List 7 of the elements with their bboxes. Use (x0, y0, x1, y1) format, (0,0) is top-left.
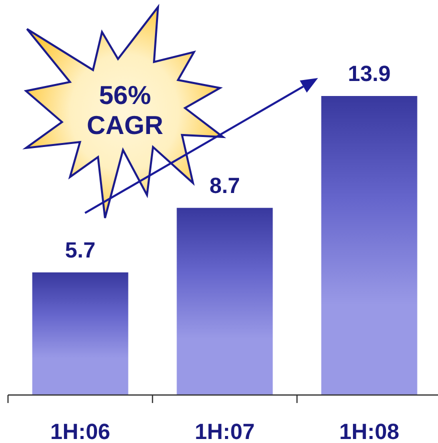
data-label: 13.9 (348, 61, 391, 86)
x-tick-label: 1H:08 (339, 419, 400, 443)
x-tick-label: 1H:06 (50, 419, 110, 443)
data-label: 8.7 (209, 172, 240, 198)
x-tick-label: 1H:07 (194, 419, 255, 443)
annotation: 56% CAGR (86, 80, 164, 140)
data-label: 5.7 (64, 237, 96, 262)
